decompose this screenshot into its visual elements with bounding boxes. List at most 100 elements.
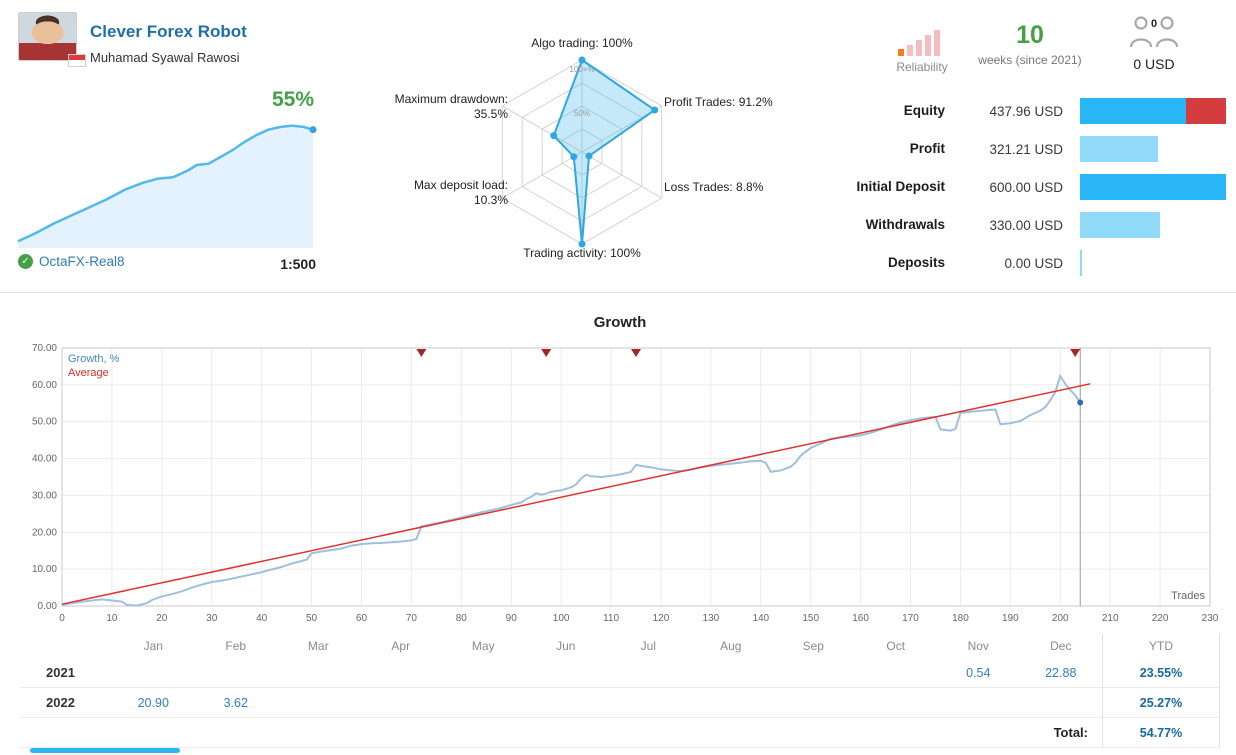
month-value	[689, 658, 772, 688]
author-avatar[interactable]	[18, 12, 77, 61]
withdrawal-marker-icon	[631, 349, 641, 357]
radar-vertex-dot	[550, 132, 558, 140]
stat-value: 600.00 USD	[989, 180, 1063, 195]
month-value	[854, 658, 937, 688]
radar-label-maximum-drawdown: Maximum drawdown: 35.5%	[394, 92, 508, 122]
month-header-may: May	[471, 639, 495, 653]
x-tick-label: 190	[1002, 613, 1019, 624]
horizontal-scrollbar-thumb[interactable]	[30, 748, 180, 753]
stat-label: Initial Deposit	[856, 179, 945, 194]
monthly-growth-table: Jan Feb Mar Apr May Jun Jul Aug Sep Oct Nov Dec YTD 2…	[20, 634, 1220, 748]
growth-line	[61, 373, 1082, 607]
stat-row-withdrawals: Withdrawals 330.00 USD	[845, 206, 1230, 244]
subscribers-block: 0 0 USD	[1116, 14, 1192, 72]
month-value	[524, 658, 607, 688]
leverage-value: 1:500	[280, 256, 316, 272]
month-value	[524, 688, 607, 718]
month-value	[689, 688, 772, 718]
radar-spoke	[581, 151, 662, 199]
month-value: 20.90	[112, 688, 195, 718]
month-header-jan: Jan	[143, 639, 163, 653]
x-tick-label: 0	[59, 613, 65, 624]
trades-axis-label: Trades	[1171, 590, 1205, 602]
radar-spoke	[502, 105, 583, 153]
x-tick-label: 220	[1152, 613, 1169, 624]
month-value: 22.88	[1019, 658, 1102, 688]
stat-label: Profit	[909, 141, 945, 156]
month-value	[277, 688, 360, 718]
indonesia-flag-icon	[68, 54, 86, 67]
stat-label: Equity	[903, 103, 945, 118]
radar-value-polygon	[552, 58, 657, 245]
stat-bar	[1080, 136, 1158, 162]
stat-value: 437.96 USD	[989, 104, 1063, 119]
radar-label-algo-trading: Algo trading: 100%	[531, 36, 633, 50]
month-value	[112, 658, 195, 688]
month-value: 3.62	[194, 688, 277, 718]
radar-vertex-dot	[578, 240, 586, 248]
x-tick-label: 200	[1052, 613, 1069, 624]
y-tick-label: 40.00	[32, 454, 57, 465]
month-value	[607, 658, 690, 688]
month-header-jul: Jul	[640, 639, 656, 653]
year-label-2022: 2022	[20, 688, 112, 718]
x-tick-label: 70	[406, 613, 418, 624]
stat-bar	[1080, 174, 1226, 200]
sparkline-line	[17, 124, 314, 243]
month-value	[442, 658, 525, 688]
month-header-spacer	[20, 634, 112, 658]
radar-label-max-deposit-load: Max deposit load: 10.3%	[413, 178, 508, 208]
broker-row: ✓ OctaFX-Real8	[18, 254, 125, 269]
reliability-label: Reliability	[896, 60, 948, 74]
month-header-oct: Oct	[886, 639, 906, 653]
month-header-apr: Apr	[391, 639, 411, 653]
y-tick-label: 30.00	[32, 490, 57, 501]
month-header-nov: Nov	[967, 639, 989, 653]
x-tick-label: 170	[902, 613, 919, 624]
month-value	[359, 688, 442, 718]
x-tick-label: 80	[456, 613, 468, 624]
reliability-bars-icon	[898, 30, 940, 56]
growth-chart: 0 10 20 30 40 50 60 70 80 90 100 110 120 130 140 150 160…	[32, 343, 1219, 624]
withdrawal-marker-icon	[541, 349, 552, 357]
account-stats-list: Equity 437.96 USD Profit 321.21 USD Initial …	[845, 92, 1230, 282]
y-tick-label: 10.00	[32, 564, 57, 575]
x-tick-label: 40	[256, 613, 268, 624]
author-name-link[interactable]: Muhamad Syawal Rawosi	[90, 50, 240, 65]
y-tick-label: 0.00	[38, 601, 58, 612]
month-value	[607, 688, 690, 718]
legend-growth: Growth, %	[68, 353, 120, 365]
total-label: Total:	[20, 718, 1102, 748]
x-tick-label: 30	[206, 613, 218, 624]
weeks-caption: weeks (since 2021)	[978, 52, 1082, 67]
month-value	[442, 688, 525, 718]
x-tick-label: 160	[852, 613, 869, 624]
month-header-dec: Dec	[1050, 639, 1072, 653]
average-line	[61, 383, 1091, 605]
stat-row-initial-deposit: Initial Deposit 600.00 USD	[845, 168, 1230, 206]
sparkline-area	[18, 125, 313, 248]
weeks-value: 10	[1016, 21, 1044, 49]
month-header-mar: Mar	[307, 639, 329, 653]
radar-vertex-dot	[651, 106, 659, 114]
x-tick-label: 130	[703, 613, 720, 624]
month-value	[937, 688, 1020, 718]
broker-account-link[interactable]: OctaFX-Real8	[39, 254, 125, 269]
radar-ring-label-50: 50%	[574, 109, 590, 118]
ytd-header: YTD	[1102, 634, 1220, 658]
x-tick-label: 150	[802, 613, 819, 624]
signal-title-link[interactable]: Clever Forex Robot	[90, 22, 247, 41]
subscribers-funds: 0 USD	[1133, 56, 1175, 72]
year-label-2021: 2021	[20, 658, 112, 688]
y-tick-label: 60.00	[32, 380, 57, 391]
x-tick-label: 60	[356, 613, 368, 624]
x-tick-label: 20	[156, 613, 168, 624]
withdrawal-marker-icon	[416, 349, 427, 357]
performance-radar-chart: 100+% 50%	[501, 56, 663, 248]
month-value	[194, 658, 277, 688]
section-divider	[0, 292, 1236, 293]
x-tick-label: 120	[653, 613, 670, 624]
sparkline-end-dot	[309, 126, 317, 134]
stat-row-deposits: Deposits 0.00 USD	[845, 244, 1230, 282]
verified-check-icon: ✓	[18, 254, 33, 269]
